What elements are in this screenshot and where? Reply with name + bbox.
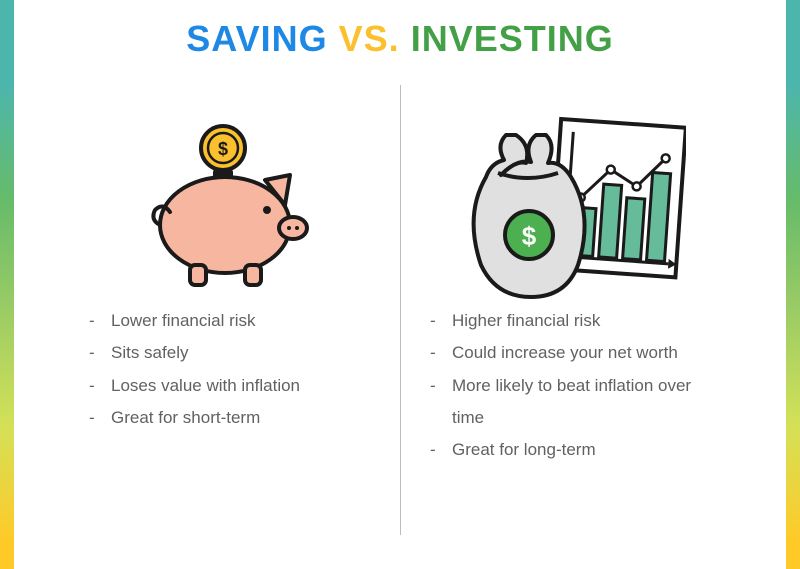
saving-icon-area: $: [79, 115, 380, 305]
money-bag-chart-icon: $: [456, 115, 686, 305]
content-container: SAVING VS. INVESTING $: [14, 0, 786, 569]
list-item: More likely to beat inflation over time: [430, 370, 721, 435]
list-item: Loses value with inflation: [89, 370, 380, 402]
columns-wrapper: $: [59, 115, 741, 466]
title-word-investing: INVESTING: [411, 18, 614, 60]
list-item: Could increase your net worth: [430, 337, 721, 369]
investing-icon-area: $: [420, 115, 721, 305]
saving-column: $: [59, 115, 400, 466]
investing-bullets: Higher financial riskCould increase your…: [420, 305, 721, 466]
gradient-border-left: [0, 0, 14, 569]
title-word-saving: SAVING: [186, 18, 327, 60]
list-item: Sits safely: [89, 337, 380, 369]
svg-text:$: $: [217, 139, 227, 159]
list-item: Lower financial risk: [89, 305, 380, 337]
coin-icon: $: [201, 126, 245, 170]
page-title: SAVING VS. INVESTING: [59, 18, 741, 60]
title-word-vs: VS.: [339, 18, 400, 60]
list-item: Higher financial risk: [430, 305, 721, 337]
gradient-border-right: [786, 0, 800, 569]
svg-text:$: $: [521, 221, 536, 251]
list-item: Great for short-term: [89, 402, 380, 434]
column-divider: [400, 85, 401, 535]
saving-bullets: Lower financial riskSits safelyLoses val…: [79, 305, 380, 434]
piggy-bank-icon: $: [135, 120, 325, 300]
list-item: Great for long-term: [430, 434, 721, 466]
investing-column: $ Higher financial riskCould increase yo…: [400, 115, 741, 466]
